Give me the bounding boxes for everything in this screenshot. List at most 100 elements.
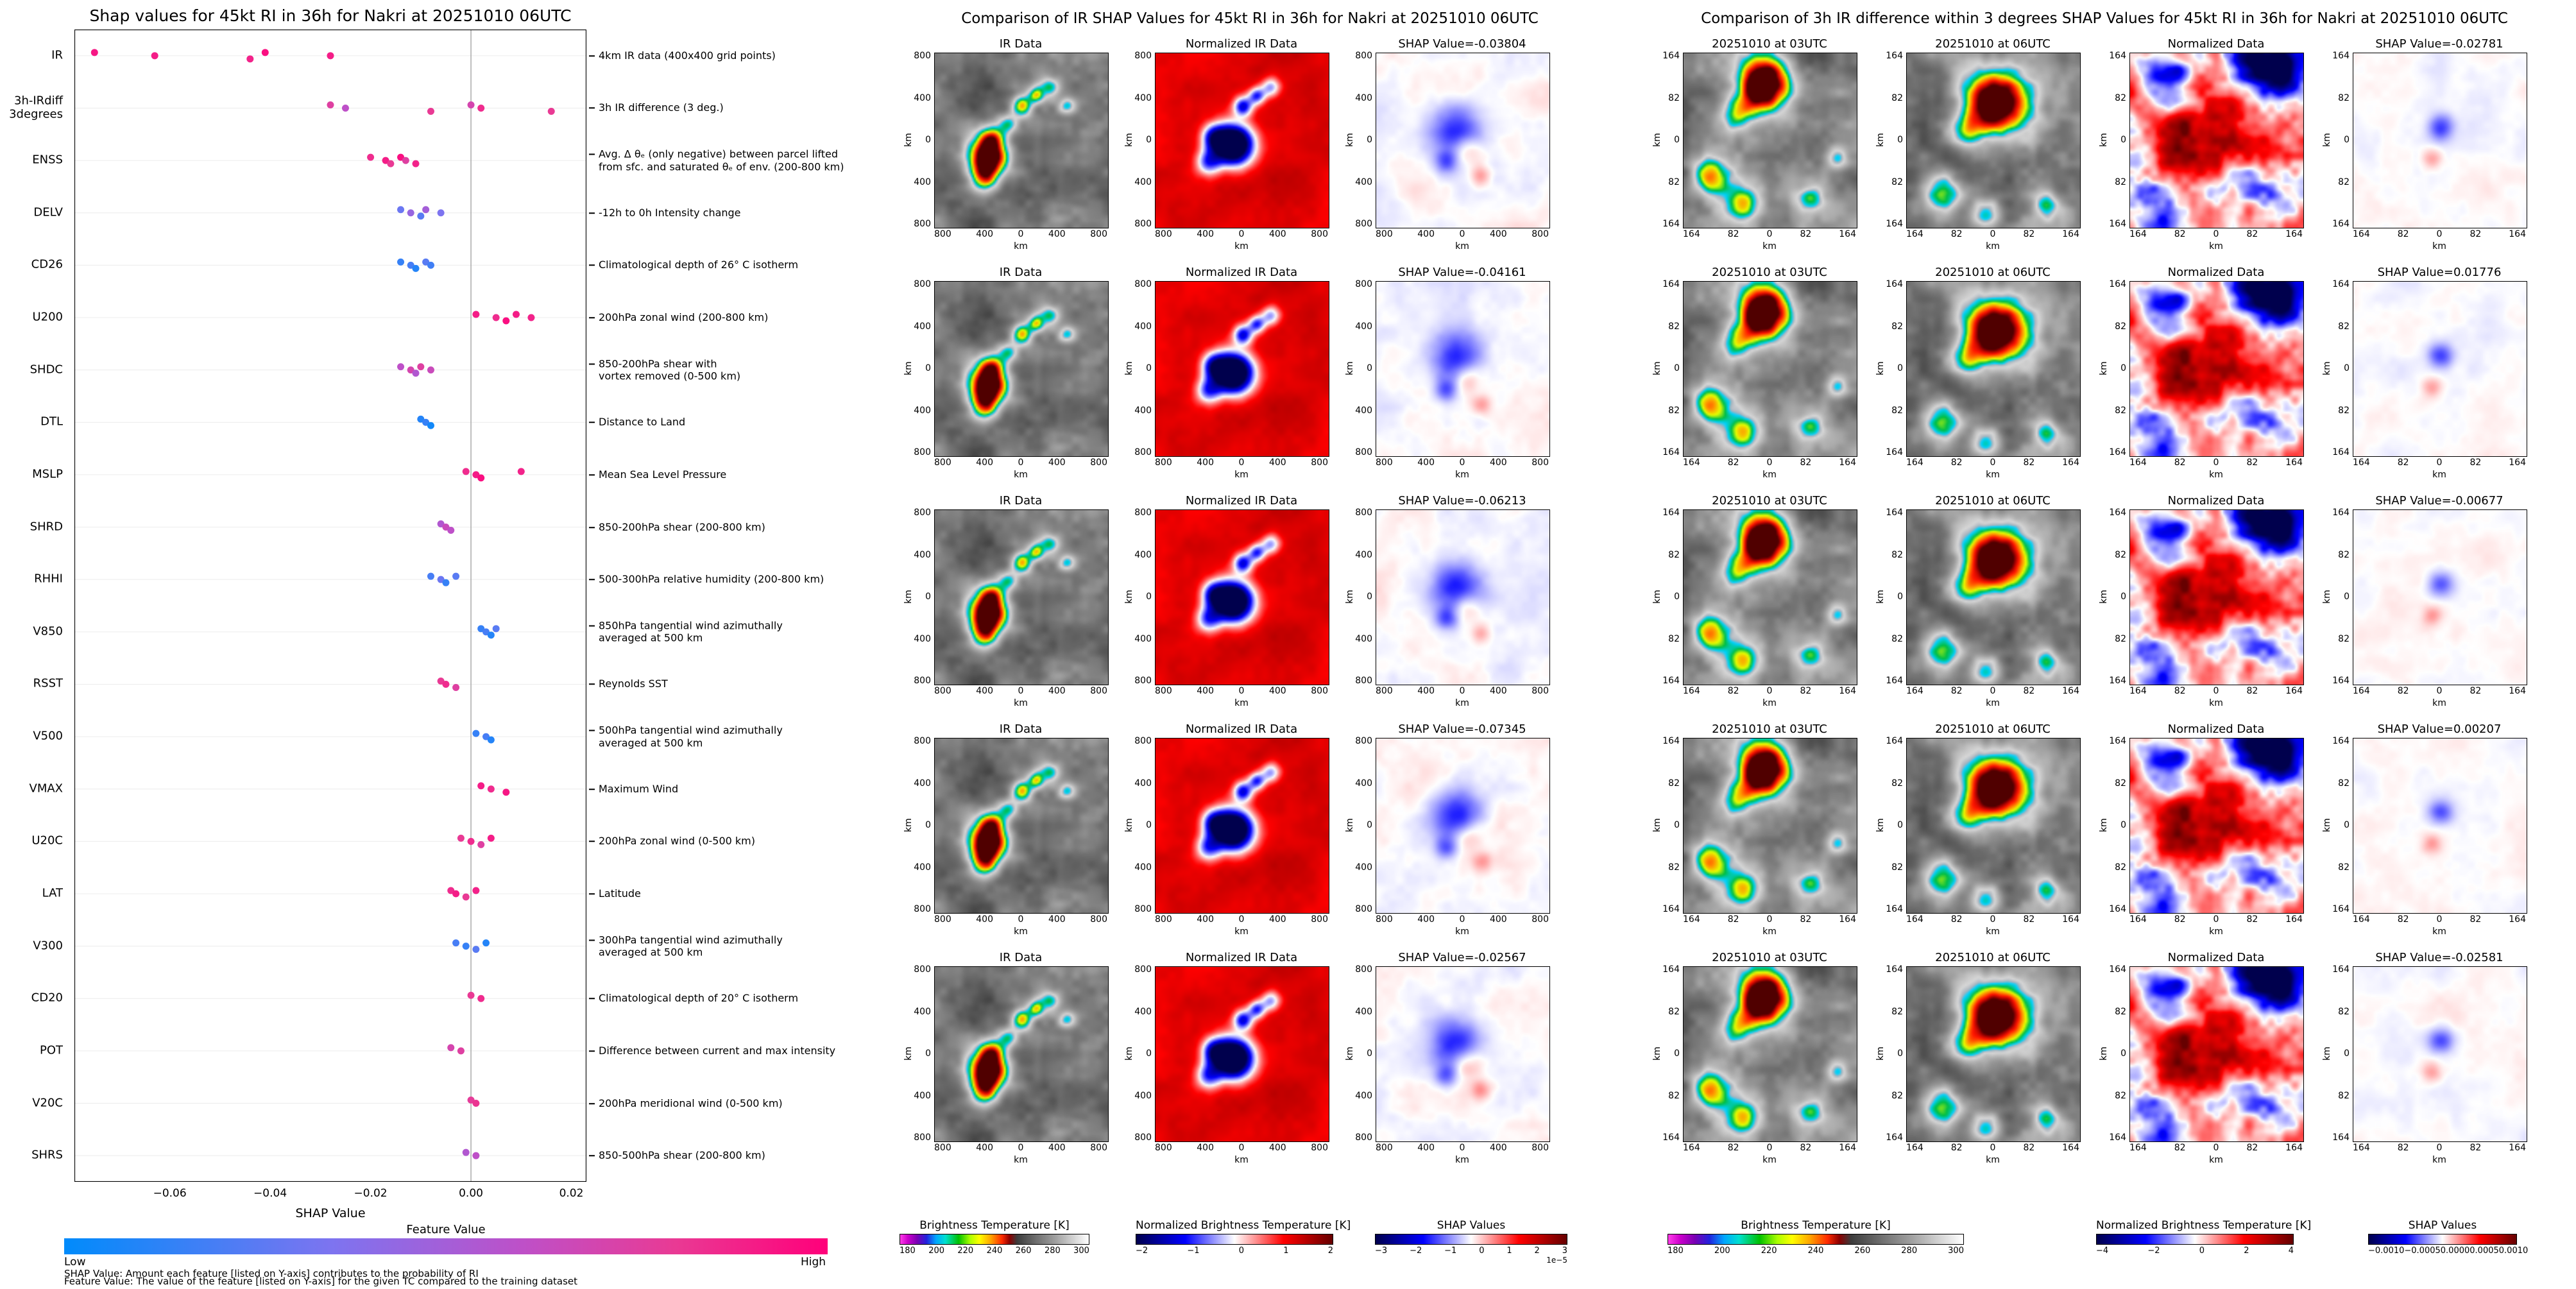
y-tick: 0 (2344, 363, 2350, 373)
subplot-title: Normalized Data (2167, 722, 2265, 736)
y-tick: 164 (2332, 51, 2350, 61)
x-tick: 164 (2353, 686, 2370, 696)
feature-description-text: 500hPa tangential wind azimuthally avera… (599, 724, 783, 749)
x-tick: 800 (934, 457, 951, 468)
feature-value-colorbar-title: Feature Value (406, 1223, 486, 1236)
data-image (1376, 53, 1550, 228)
y-tick: 800 (914, 219, 931, 229)
y-tick: 164 (2109, 51, 2126, 61)
subplot-cell: Normalized Data km 164 82 0 82 164 164 82 0 82 164 k… (2099, 947, 2304, 1166)
shap-point (90, 49, 98, 56)
y-axis-label: km (903, 590, 914, 604)
subplot-cell: 20251010 at 06UTC km 164 82 0 82 164 164 82 0 82 16… (1875, 33, 2081, 253)
y-tick: 800 (914, 51, 931, 61)
x-axis-label: km (1455, 1155, 1469, 1165)
data-image (1906, 53, 2081, 228)
feature-description-text: Climatological depth of 20° C isotherm (599, 992, 799, 1005)
x-tick-labels: 164 82 0 82 164 (1683, 456, 1856, 470)
y-axis-label: km (2099, 590, 2109, 604)
y-tick-labels: 164 82 0 82 164 (1884, 737, 1906, 914)
subplot-title: Normalized Data (2167, 951, 2265, 964)
y-tick: 0 (1367, 363, 1372, 373)
x-tick: 800 (1376, 1143, 1393, 1153)
colorbar-tick: 1 (1283, 1246, 1289, 1256)
feature-description: 500hPa tangential wind azimuthally avera… (589, 724, 783, 749)
x-tick: 800 (1090, 457, 1107, 468)
x-tick: 0 (2213, 1143, 2219, 1153)
subplot-title: 20251010 at 03UTC (1712, 266, 1827, 279)
shap-point (472, 946, 480, 953)
data-image (2129, 738, 2304, 914)
x-axis-label: km (1234, 470, 1249, 480)
subplot-row: IR Data km 800 400 0 400 800 800 400 0 400 800 km Nor… (903, 947, 1550, 1166)
y-tick: 164 (1662, 508, 1680, 518)
x-tick: 400 (1197, 686, 1214, 696)
y-tick: 164 (1886, 676, 1903, 686)
x-tick-labels: 164 82 0 82 164 (2353, 1141, 2526, 1155)
colorbar-label: Brightness Temperature [K] (1741, 1219, 1891, 1232)
feature-description: 850-500hPa shear (200-800 km) (589, 1149, 765, 1162)
x-tick: 0 (1238, 914, 1245, 925)
x-tick: 82 (2397, 229, 2409, 239)
axis-tick-mark (589, 153, 595, 155)
y-tick: 164 (2332, 508, 2350, 518)
x-tick: 800 (934, 1143, 951, 1153)
x-tick-labels: 800 400 0 400 800 (1376, 684, 1549, 698)
subplot-cell: Normalized IR Data km 800 400 0 400 800 800 400 0… (1124, 719, 1329, 938)
shap-point (527, 314, 535, 321)
shap-point (382, 157, 389, 164)
y-axis-label: km (2322, 590, 2332, 604)
x-tick: 82 (2246, 1143, 2258, 1153)
y-tick: 400 (914, 633, 931, 644)
feature-description: 4km IR data (400x400 grid points) (589, 49, 776, 62)
shap-point (151, 52, 158, 60)
x-tick: 82 (2023, 686, 2035, 696)
y-axis-label: km (1652, 590, 1662, 604)
feature-description: Distance to Land (589, 416, 685, 429)
shap-point (467, 101, 475, 108)
colorbar: Brightness Temperature [K] 180 200 220 240 26… (1668, 1219, 1964, 1256)
x-tick-labels: 800 400 0 400 800 (1155, 684, 1328, 698)
y-tick: 800 (1355, 1132, 1372, 1143)
y-tick: 82 (1891, 405, 1903, 416)
x-tick: 164 (2285, 1143, 2303, 1153)
shap-point (397, 153, 405, 161)
x-axis-label: km (2209, 926, 2223, 937)
x-tick: 164 (2509, 1143, 2526, 1153)
x-axis-label: km (1762, 241, 1777, 252)
colorbar-tick: 260 (1854, 1246, 1871, 1256)
shap-point (437, 677, 445, 685)
x-tick: 0 (2436, 1143, 2443, 1153)
x-tick: 400 (1048, 1143, 1066, 1153)
x-tick: 800 (1155, 229, 1172, 239)
x-axis-label: km (1986, 698, 2000, 708)
y-tick: 82 (1668, 862, 1680, 873)
y-tick: 0 (1146, 592, 1152, 602)
colorbar-label: SHAP Values (2408, 1219, 2477, 1232)
x-tick: 164 (1683, 686, 1700, 696)
y-tick: 82 (1891, 176, 1903, 187)
y-tick-labels: 800 400 0 400 800 (912, 508, 934, 685)
colorbar-tick: 300 (1073, 1246, 1089, 1256)
x-tick: 82 (2023, 1143, 2035, 1153)
x-tick: 0 (1018, 686, 1024, 696)
colorbar-tick: −2 (1136, 1246, 1148, 1256)
shap-point (246, 55, 254, 63)
colorbar-tick: 260 (1015, 1246, 1032, 1256)
subplot-title: SHAP Value=-0.03804 (1398, 37, 1526, 51)
feature-description-text: Climatological depth of 26° C isotherm (599, 259, 799, 271)
y-tick: 82 (1668, 633, 1680, 644)
x-tick: 800 (934, 914, 951, 925)
y-tick: 400 (914, 1090, 931, 1101)
x-tick: 800 (1531, 686, 1549, 696)
axis-tick-mark (589, 683, 595, 685)
y-tick: 0 (925, 592, 931, 602)
y-tick: 400 (1134, 176, 1152, 187)
x-tick: 400 (1197, 1143, 1214, 1153)
shap-point (407, 261, 414, 269)
subplot-cell: IR Data km 800 400 0 400 800 800 400 0 400 800 km (903, 262, 1109, 481)
y-tick: 800 (914, 508, 931, 518)
shap-point (467, 837, 475, 845)
ir-shap-grid: IR Data km 800 400 0 400 800 800 400 0 400 800 km Nor… (878, 33, 1550, 1166)
feature-description: 3h IR difference (3 deg.) (589, 102, 724, 115)
